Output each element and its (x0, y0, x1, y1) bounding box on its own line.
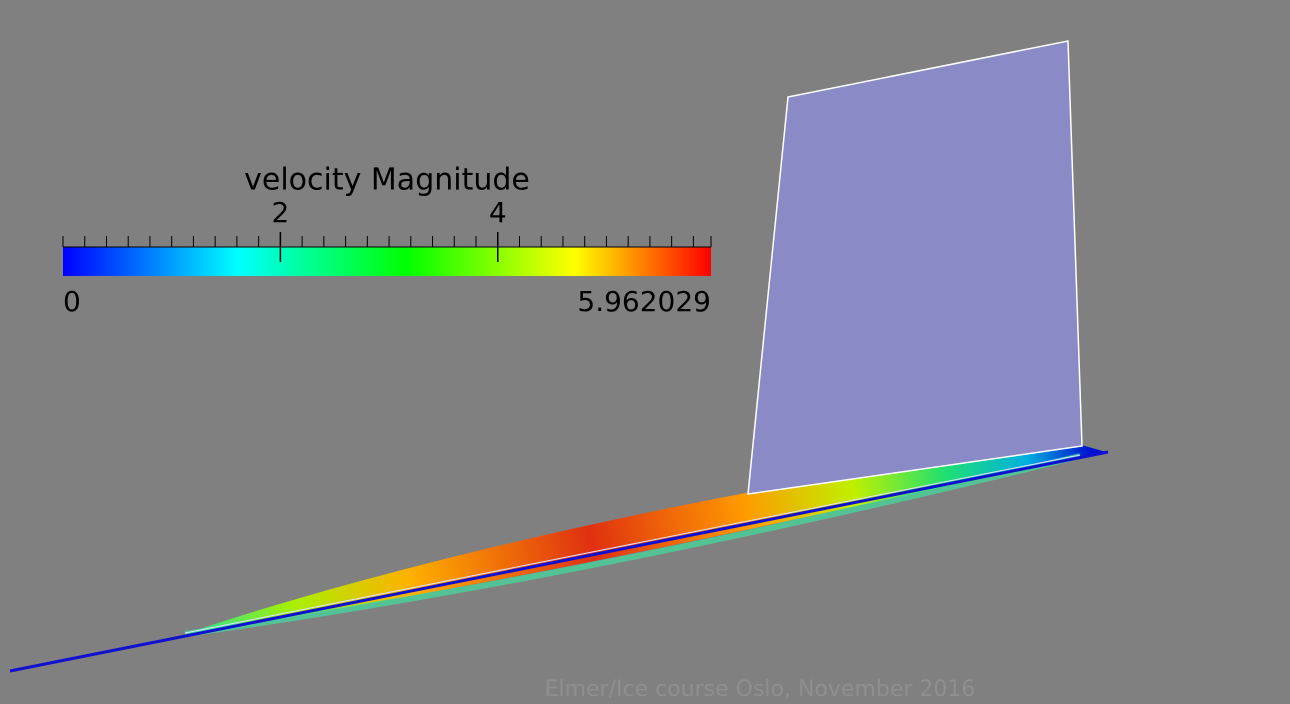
color-bar-title: velocity Magnitude (244, 163, 530, 198)
tick-label: 4 (489, 196, 507, 229)
glacier-surface (185, 444, 1106, 634)
bedrock-line (9, 450, 1109, 673)
color-bar-gradient (63, 247, 711, 276)
footer: Elmer/Ice course Oslo, November 2016 (545, 677, 976, 702)
surface-line (184, 454, 1081, 634)
color-bar: velocity Magnitude 0 5.962029 2 4 (62, 163, 712, 318)
range-max: 5.962029 (577, 285, 711, 318)
tick-label: 2 (271, 196, 289, 229)
plane (747, 40, 1083, 495)
range-min: 0 (63, 285, 81, 318)
glacier-lower (184, 453, 1081, 637)
